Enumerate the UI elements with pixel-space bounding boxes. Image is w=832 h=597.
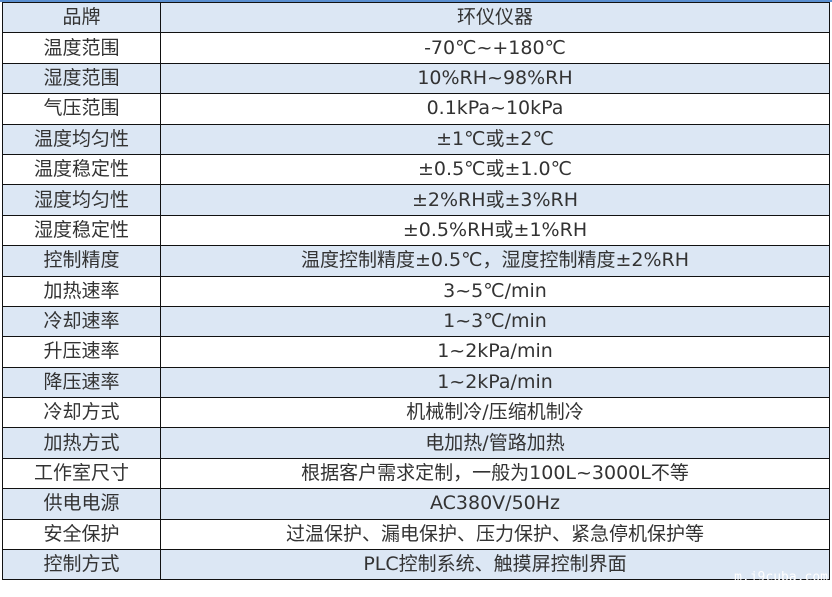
- row-value: 1~2kPa/min: [160, 366, 830, 399]
- row-value: 根据客户需求定制，一般为100L~3000L不等: [160, 457, 830, 490]
- row-key: 控制精度: [2, 245, 161, 277]
- row-value: 温度控制精度±0.5℃，湿度控制精度±2%RH: [160, 245, 830, 277]
- header-value: 环仪仪器: [160, 1, 830, 34]
- top-accent-bar: [0, 0, 832, 2]
- table-row: 升压速率 1~2kPa/min: [2, 336, 830, 368]
- table-row: 供电电源 AC380V/50Hz: [2, 488, 830, 520]
- table-row: 冷却速率 1~3℃/min: [2, 305, 830, 338]
- table-header-row: 品牌 环仪仪器: [2, 1, 830, 34]
- row-key: 加热速率: [2, 275, 161, 307]
- row-value: 1~3℃/min: [160, 305, 830, 338]
- row-key: 湿度均匀性: [2, 184, 161, 216]
- row-value: -70℃~+180℃: [160, 32, 830, 64]
- table-row: 控制方式 PLC控制系统、触摸屏控制界面: [2, 549, 830, 581]
- row-key: 湿度稳定性: [2, 214, 161, 247]
- row-key: 冷却速率: [2, 305, 161, 338]
- row-value: PLC控制系统、触摸屏控制界面: [160, 549, 830, 581]
- row-value: ±2%RH或±3%RH: [160, 184, 830, 216]
- row-value: 0.1kPa~10kPa: [160, 93, 830, 125]
- row-key: 温度稳定性: [2, 153, 161, 186]
- row-value: 电加热/管路加热: [160, 427, 830, 459]
- row-value: ±0.5℃或±1.0℃: [160, 153, 830, 186]
- table-row: 温度范围 -70℃~+180℃: [2, 32, 830, 64]
- table-row: 加热速率 3~5℃/min: [2, 275, 830, 307]
- row-key: 温度均匀性: [2, 123, 161, 155]
- row-value: 过温保护、漏电保护、压力保护、紧急停机保护等: [160, 518, 830, 551]
- row-key: 湿度范围: [2, 62, 161, 95]
- row-value: 1~2kPa/min: [160, 336, 830, 368]
- table-row: 加热方式 电加热/管路加热: [2, 427, 830, 459]
- row-value: ±0.5%RH或±1%RH: [160, 214, 830, 247]
- header-key: 品牌: [2, 1, 161, 34]
- row-value: 10%RH~98%RH: [160, 62, 830, 95]
- row-key: 升压速率: [2, 336, 161, 368]
- row-key: 供电电源: [2, 488, 161, 520]
- row-key: 冷却方式: [2, 397, 161, 429]
- row-key: 温度范围: [2, 32, 161, 64]
- spec-table: 品牌 环仪仪器 温度范围 -70℃~+180℃ 湿度范围 10%RH~98%RH 气压范…: [2, 1, 830, 581]
- table-row: 控制精度 温度控制精度±0.5℃，湿度控制精度±2%RH: [2, 245, 830, 277]
- row-key: 气压范围: [2, 93, 161, 125]
- row-key: 降压速率: [2, 366, 161, 399]
- row-value: 机械制冷/压缩机制冷: [160, 397, 830, 429]
- row-value: 3~5℃/min: [160, 275, 830, 307]
- table-row: 湿度均匀性 ±2%RH或±3%RH: [2, 184, 830, 216]
- row-key: 加热方式: [2, 427, 161, 459]
- row-key: 工作室尺寸: [2, 457, 161, 490]
- table-row: 降压速率 1~2kPa/min: [2, 366, 830, 399]
- table-row: 冷却方式 机械制冷/压缩机制冷: [2, 397, 830, 429]
- row-key: 控制方式: [2, 549, 161, 581]
- watermark: m.j9cuba.com: [734, 570, 828, 585]
- table-row: 温度均匀性 ±1℃或±2℃: [2, 123, 830, 155]
- row-value: AC380V/50Hz: [160, 488, 830, 520]
- table-row: 温度稳定性 ±0.5℃或±1.0℃: [2, 153, 830, 186]
- table-row: 湿度稳定性 ±0.5%RH或±1%RH: [2, 214, 830, 247]
- table-row: 气压范围 0.1kPa~10kPa: [2, 93, 830, 125]
- row-key: 安全保护: [2, 518, 161, 551]
- row-value: ±1℃或±2℃: [160, 123, 830, 155]
- table-row: 安全保护 过温保护、漏电保护、压力保护、紧急停机保护等: [2, 518, 830, 551]
- table-row: 湿度范围 10%RH~98%RH: [2, 62, 830, 95]
- table-row: 工作室尺寸 根据客户需求定制，一般为100L~3000L不等: [2, 457, 830, 490]
